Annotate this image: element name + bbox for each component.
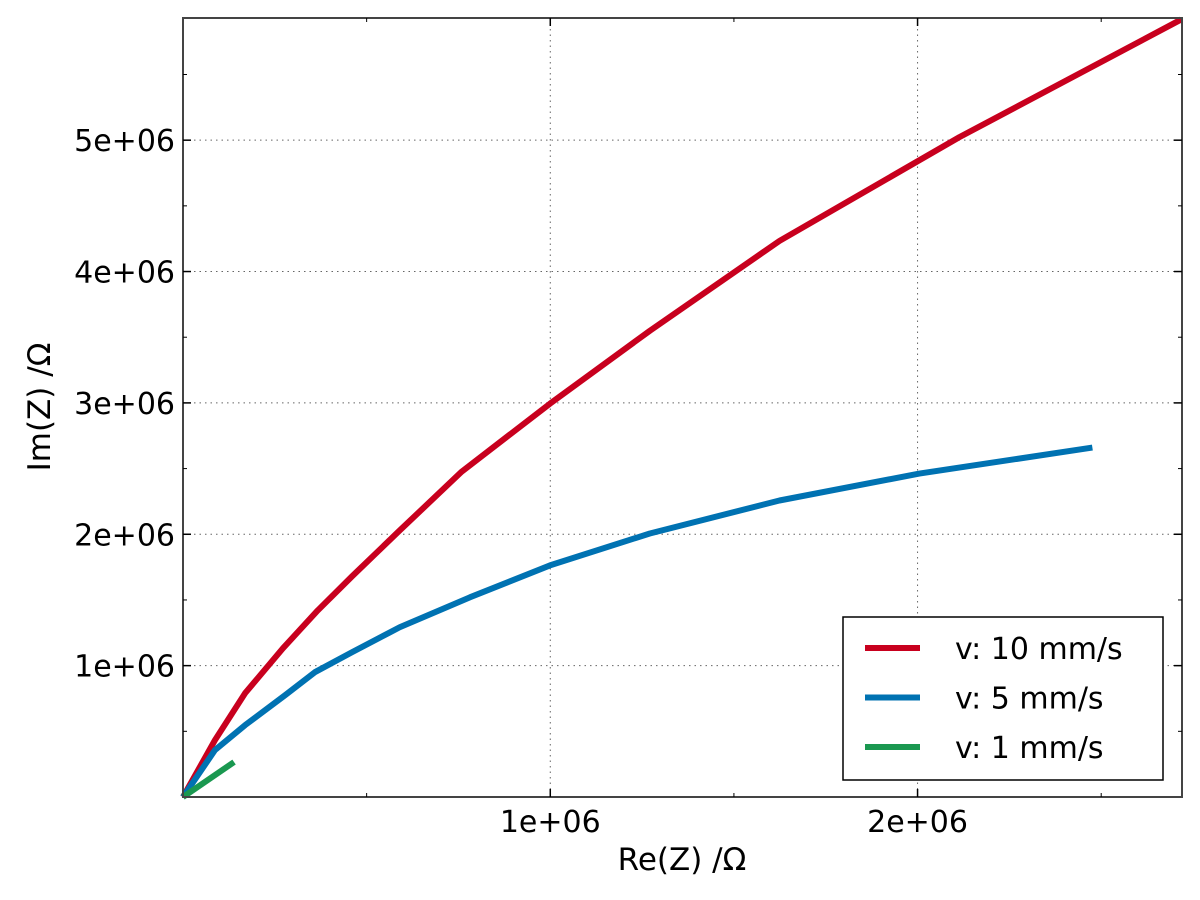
plot-frame bbox=[182, 17, 1183, 798]
x-tick-label: 1e+06 bbox=[500, 805, 601, 840]
series-lines bbox=[180, 16, 1183, 800]
series-line-v-1-mm-s bbox=[181, 759, 236, 800]
legend-label: v: 5 mm/s bbox=[955, 682, 1104, 717]
ticks: 1e+06 2e+06 1e+06 2e+06 3e+06 4e+06 5e+06 bbox=[74, 18, 1182, 840]
y-tick-label: 1e+06 bbox=[74, 650, 175, 685]
legend-label: v: 1 mm/s bbox=[955, 731, 1104, 766]
x-tick-label: 2e+06 bbox=[867, 805, 968, 840]
y-axis-label: Im(Z) /Ω bbox=[22, 343, 58, 472]
y-tick-label: 5e+06 bbox=[74, 124, 175, 159]
y-tick-label: 2e+06 bbox=[74, 518, 175, 553]
series-line-v-5-mm-s bbox=[180, 444, 1093, 799]
legend-label: v: 10 mm/s bbox=[955, 632, 1123, 667]
x-axis-label: Re(Z) /Ω bbox=[618, 842, 747, 878]
legend: v: 10 mm/s v: 5 mm/s v: 1 mm/s bbox=[842, 616, 1164, 781]
y-tick-label: 3e+06 bbox=[74, 387, 175, 422]
series-line-v-10-mm-s bbox=[180, 16, 1183, 799]
y-tick-label: 4e+06 bbox=[74, 256, 175, 291]
